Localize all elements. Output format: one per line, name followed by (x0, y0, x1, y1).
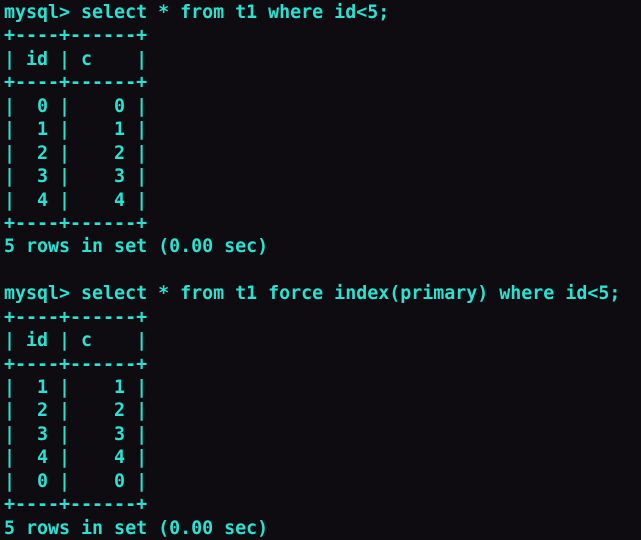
table-row: | 4 | 4 | (4, 189, 148, 211)
query-block-2: mysql> select * from t1 force index(prim… (4, 282, 641, 540)
status-line: 5 rows in set (0.00 sec) (4, 236, 269, 258)
table-header-row: | id | c | (4, 48, 148, 70)
table-row: | 0 | 0 | (4, 95, 148, 117)
table-row: | 2 | 2 | (4, 142, 148, 164)
table-bottom-border: +----+------+ (4, 494, 148, 516)
table-top-border: +----+------+ (4, 25, 148, 47)
table-row: | 2 | 2 | (4, 400, 148, 422)
query-block-1: mysql> select * from t1 where id<5; +---… (4, 1, 641, 259)
table-header-separator: +----+------+ (4, 353, 148, 375)
table-bottom-border: +----+------+ (4, 212, 148, 234)
table-row: | 3 | 3 | (4, 423, 148, 445)
blank-line (4, 259, 641, 282)
table-header-row: | id | c | (4, 330, 148, 352)
table-row: | 4 | 4 | (4, 447, 148, 469)
command-line: mysql> select * from t1 force index(prim… (4, 283, 621, 305)
table-top-border: +----+------+ (4, 306, 148, 328)
status-line: 5 rows in set (0.00 sec) (4, 517, 269, 539)
table-row: | 0 | 0 | (4, 470, 148, 492)
table-header-separator: +----+------+ (4, 72, 148, 94)
table-row: | 3 | 3 | (4, 166, 148, 188)
table-row: | 1 | 1 | (4, 119, 148, 141)
table-row: | 1 | 1 | (4, 377, 148, 398)
command-line: mysql> select * from t1 where id<5; (4, 2, 390, 23)
